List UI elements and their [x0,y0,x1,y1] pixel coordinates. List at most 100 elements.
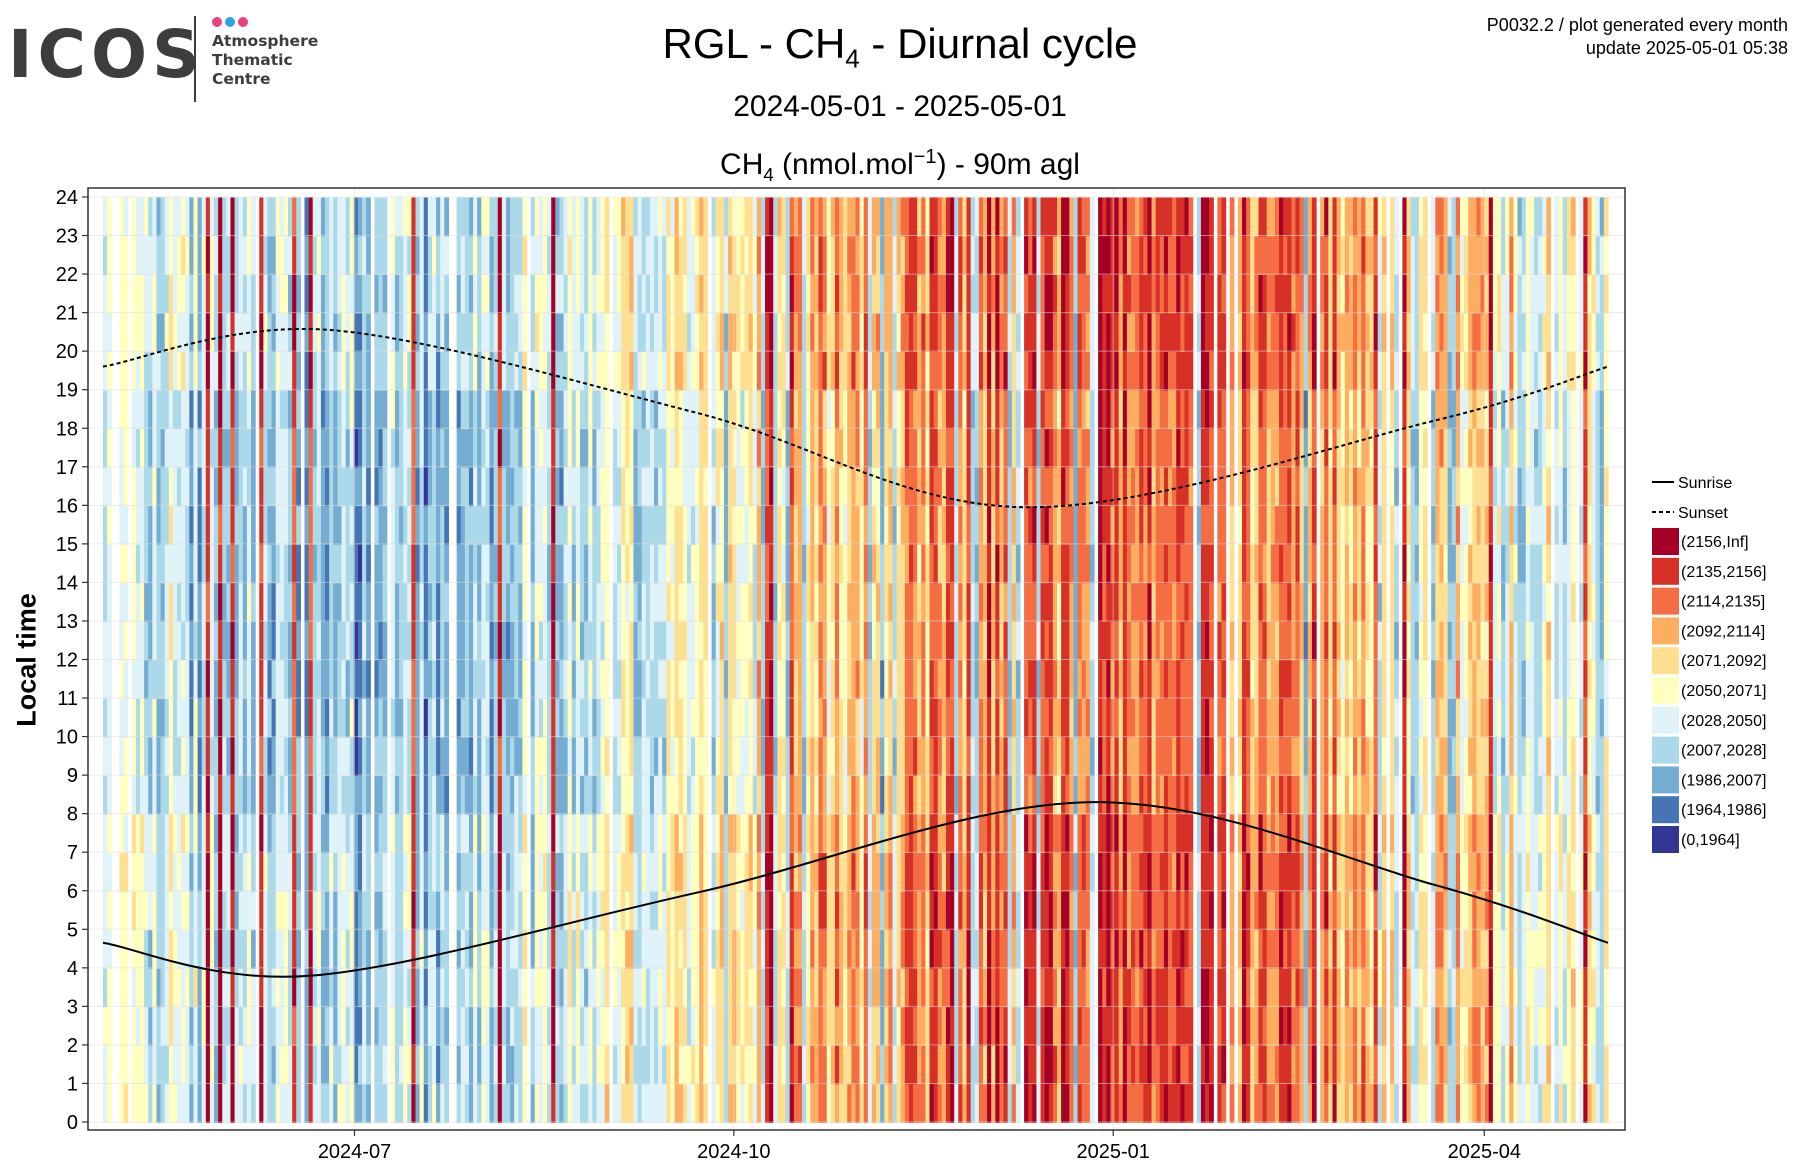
heatmap-cell [900,390,906,430]
heatmap-cell [168,1045,174,1085]
heatmap-cell [769,814,774,854]
heatmap-cell [658,929,663,969]
heatmap-cell [925,544,931,584]
heatmap-cell [978,351,984,391]
heatmap-cell [131,660,137,699]
heatmap-cell [148,274,153,314]
heatmap-cell [411,737,417,777]
heatmap-cell [514,968,519,1008]
heatmap-cell [444,891,450,931]
heatmap-cell [876,582,881,622]
heatmap-cell [399,1083,404,1123]
heatmap-cell [415,1083,421,1123]
heatmap-cell [518,428,524,468]
heatmap-cell [715,582,721,622]
heatmap-cell [658,582,663,622]
heatmap-cell [617,505,622,545]
heatmap-cell [246,467,252,507]
heatmap-cell [773,737,778,777]
heatmap-cell [168,582,174,622]
heatmap-cell [575,236,581,275]
heatmap-cell [119,467,125,507]
heatmap-cell [563,467,569,507]
heatmap-cell [884,582,889,622]
heatmap-cell [945,621,951,661]
heatmap-cell [419,274,425,314]
heatmap-cell [222,660,227,699]
heatmap-cell [485,390,491,430]
heatmap-cell [871,968,877,1008]
heatmap-cell [460,582,466,622]
heatmap-cell [522,197,528,237]
heatmap-cell [333,313,338,353]
heatmap-cell [263,1006,269,1046]
heatmap-cell [514,544,519,584]
heatmap-cell [978,698,984,738]
heatmap-cell [740,197,746,237]
heatmap-cell [144,852,149,892]
heatmap-cell [752,1006,758,1046]
heatmap-cell [756,467,762,507]
heatmap-cell [691,467,696,507]
heatmap-cell [345,621,351,661]
heatmap-cell [982,775,988,815]
heatmap-cell [304,698,310,738]
heatmap-cell [600,1006,606,1046]
heatmap-cell [847,1083,852,1123]
heatmap-cell [185,274,190,314]
heatmap-cell [637,1006,643,1046]
heatmap-cell [349,390,355,430]
heatmap-cell [617,968,622,1008]
heatmap-cell [584,814,589,854]
heatmap-cell [921,544,926,584]
heatmap-cell [283,467,289,507]
heatmap-cell [596,544,602,584]
heatmap-cell [534,660,540,699]
heatmap-cell [678,698,684,738]
heatmap-cell [834,814,840,854]
heatmap-cell [456,544,462,584]
heatmap-cell [464,1006,470,1046]
heatmap-cell [954,351,959,391]
heatmap-cell [719,660,725,699]
heatmap-cell [283,621,289,661]
heatmap-cell [748,621,754,661]
heatmap-cell [736,1045,741,1085]
heatmap-cell [296,1006,301,1046]
heatmap-cell [974,197,980,237]
heatmap-cell [349,582,355,622]
heatmap-cell [542,852,548,892]
heatmap-cell [107,274,112,314]
heatmap-cell [855,197,861,237]
heatmap-cell [822,698,828,738]
heatmap-cell [296,1083,301,1123]
heatmap-cell [987,505,992,545]
heatmap-cell [226,467,232,507]
heatmap-cell [436,737,441,777]
heatmap-cell [781,313,787,353]
heatmap-cell [765,891,770,931]
heatmap-cell [345,428,351,468]
heatmap-cell [937,544,943,584]
heatmap-cell [477,775,482,815]
heatmap-cell [950,698,955,738]
heatmap-cell [937,775,943,815]
heatmap-cell [678,428,684,468]
heatmap-cell [686,621,692,661]
heatmap-cell [612,582,618,622]
heatmap-cell [185,929,190,969]
heatmap-cell [575,351,581,391]
heatmap-cell [214,814,219,854]
heatmap-cell [802,852,807,892]
heatmap-cell [547,698,552,738]
heatmap-cell [263,390,269,430]
heatmap-cell [144,814,149,854]
heatmap-cell [748,1083,754,1123]
heatmap-cell [394,775,400,815]
heatmap-cell [908,891,914,931]
heatmap-cell [497,660,503,699]
heatmap-cell [629,544,635,584]
heatmap-cell [896,313,902,353]
heatmap-cell [378,775,384,815]
heatmap-cell [765,197,770,237]
